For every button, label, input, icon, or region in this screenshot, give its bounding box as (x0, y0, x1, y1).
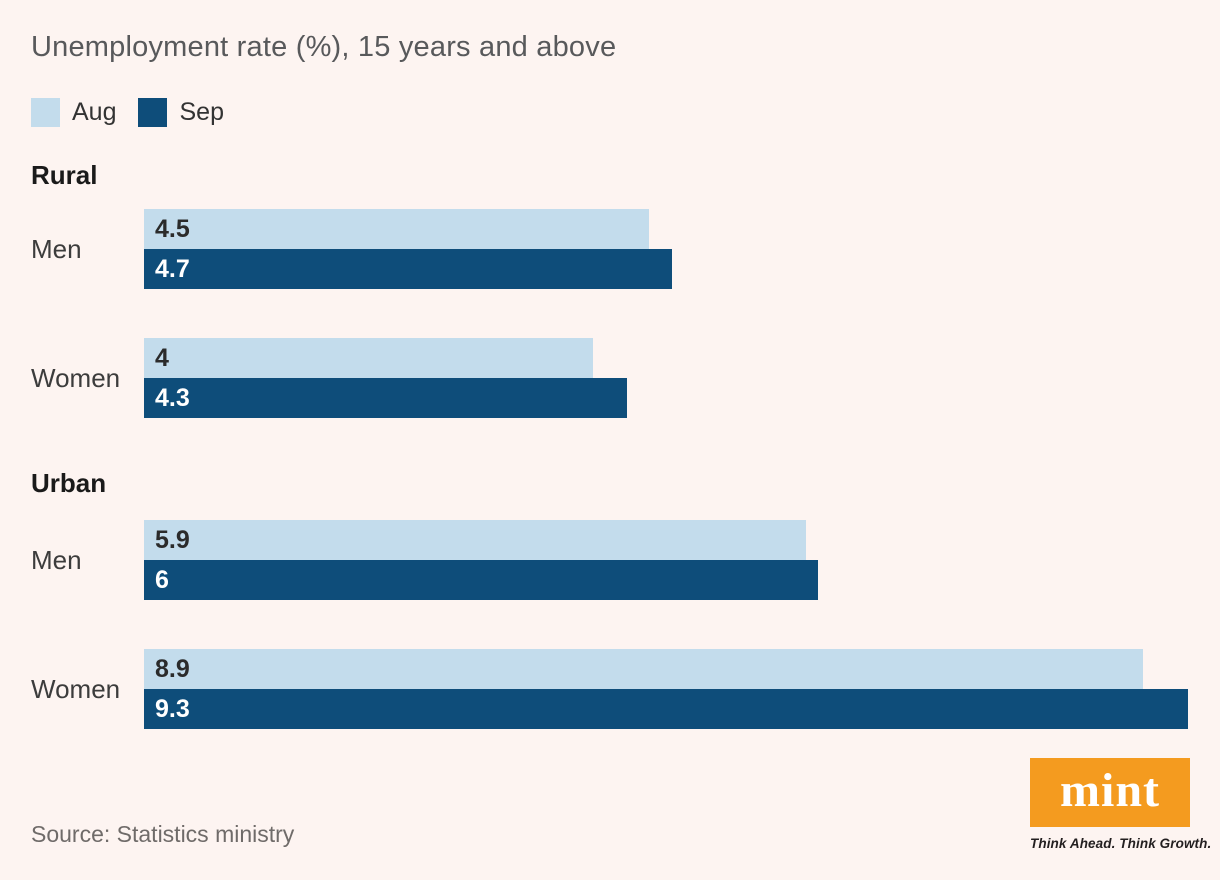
row-urban-men: Men 5.9 6 (31, 520, 1188, 600)
legend: Aug Sep (31, 98, 1188, 127)
source-note: Source: Statistics ministry (31, 821, 295, 847)
legend-item-aug: Aug (31, 98, 116, 127)
bar-urban-women-aug: 8.9 (144, 649, 1144, 689)
section-title-urban: Urban (31, 468, 107, 498)
bar-urban-women-sep: 9.3 (144, 689, 1188, 729)
bar-rural-women-aug: 4 (144, 338, 594, 378)
section-title-rural: Rural (31, 160, 98, 190)
row-label-rural-men: Men (31, 233, 82, 264)
bar-urban-men-sep: 6 (144, 560, 818, 600)
row-rural-women: Women 4 4.3 (31, 338, 1188, 418)
row-urban-women: Women 8.9 9.3 (31, 649, 1188, 729)
bar-rural-women-sep: 4.3 (144, 378, 627, 418)
bars-rural-men: 4.5 4.7 (144, 209, 1188, 289)
legend-label-aug: Aug (72, 98, 117, 126)
chart-title: Unemployment rate (%), 15 years and abov… (31, 31, 617, 63)
mint-logo: mint Think Ahead. Think Growth. (1030, 758, 1212, 851)
bars-urban-men: 5.9 6 (144, 520, 1188, 600)
bars-urban-women: 8.9 9.3 (144, 649, 1188, 729)
row-rural-men: Men 4.5 4.7 (31, 209, 1188, 289)
bar-rural-men-sep: 4.7 (144, 249, 672, 289)
row-label-urban-men: Men (31, 544, 82, 575)
row-label-rural-women: Women (31, 362, 121, 393)
bar-rural-men-aug: 4.5 (144, 209, 650, 249)
legend-swatch-sep (138, 98, 168, 127)
legend-swatch-aug (31, 98, 60, 127)
legend-item-sep: Sep (138, 98, 224, 127)
mint-logo-wordmark: mint (1060, 763, 1160, 817)
bar-urban-men-aug: 5.9 (144, 520, 807, 560)
bars-rural-women: 4 4.3 (144, 338, 1188, 418)
mint-logo-tagline: Think Ahead. Think Growth. (1030, 836, 1212, 851)
mint-logo-box: mint (1030, 758, 1190, 827)
row-label-urban-women: Women (31, 673, 121, 704)
legend-label-sep: Sep (179, 98, 224, 126)
